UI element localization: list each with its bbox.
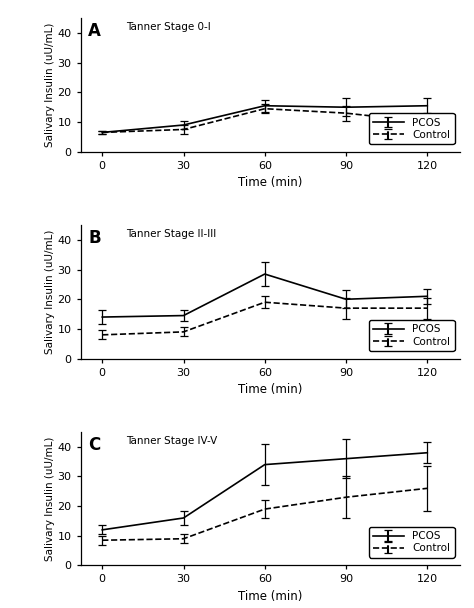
- Y-axis label: Salivary Insulin (uU/mL): Salivary Insulin (uU/mL): [45, 437, 55, 561]
- Y-axis label: Salivary Insulin (uU/mL): Salivary Insulin (uU/mL): [45, 22, 55, 147]
- Text: Tanner Stage II-III: Tanner Stage II-III: [126, 229, 216, 239]
- Text: Tanner Stage 0-I: Tanner Stage 0-I: [126, 22, 211, 32]
- Y-axis label: Salivary Insulin (uU/mL): Salivary Insulin (uU/mL): [45, 230, 55, 354]
- Text: A: A: [88, 22, 101, 40]
- Text: C: C: [88, 436, 100, 454]
- Legend: PCOS, Control: PCOS, Control: [369, 320, 455, 351]
- Text: B: B: [88, 229, 101, 247]
- Text: Tanner Stage IV-V: Tanner Stage IV-V: [126, 436, 218, 446]
- Legend: PCOS, Control: PCOS, Control: [369, 114, 455, 144]
- X-axis label: Time (min): Time (min): [238, 383, 302, 396]
- Legend: PCOS, Control: PCOS, Control: [369, 527, 455, 558]
- X-axis label: Time (min): Time (min): [238, 590, 302, 603]
- X-axis label: Time (min): Time (min): [238, 176, 302, 189]
